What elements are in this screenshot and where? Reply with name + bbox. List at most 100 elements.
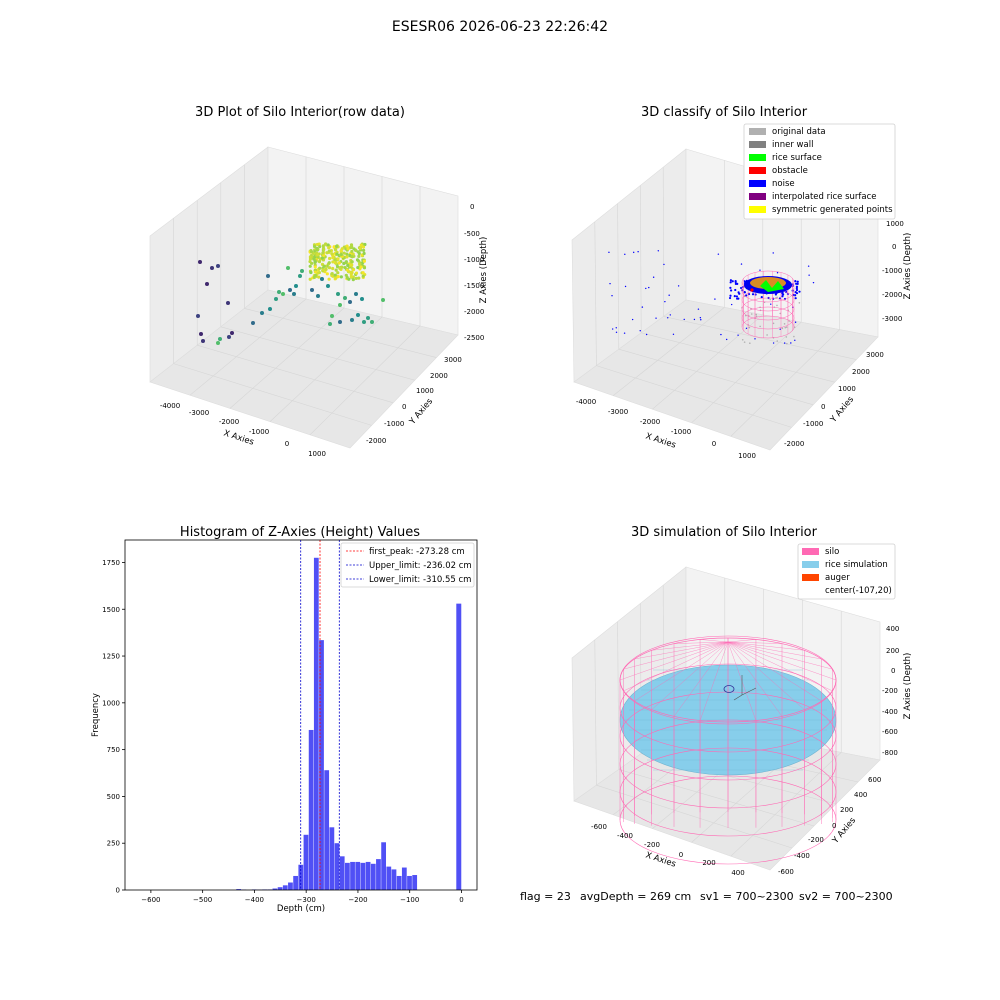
histogram-bar <box>381 842 387 890</box>
y-tick-label: 400 <box>854 791 867 799</box>
raw-point <box>227 335 231 339</box>
noise-point <box>776 272 779 274</box>
raw-point <box>260 311 264 315</box>
x-tick-label: −300 <box>297 896 316 904</box>
raw-point <box>309 270 313 275</box>
noise-point <box>734 280 737 284</box>
z-tick-label: -2000 <box>882 291 902 299</box>
raw-point <box>308 257 313 261</box>
raw-point <box>320 277 324 281</box>
noise-point <box>734 282 737 286</box>
raw-point <box>350 318 354 322</box>
histogram-bar <box>365 861 371 890</box>
raw-point <box>288 288 292 292</box>
z-tick-label: -1000 <box>882 267 902 275</box>
grid-line <box>229 307 345 409</box>
y-tick-label: 2000 <box>430 372 448 380</box>
grid-line <box>173 363 372 426</box>
histogram-bar <box>396 875 402 890</box>
legend-swatch-noise <box>749 180 766 187</box>
histogram-bar <box>386 866 392 890</box>
grid-line <box>309 325 421 436</box>
simulation-z-ticks: 400 200 0 -200 -400 -600 -800 <box>882 625 899 757</box>
raw-points <box>196 242 385 345</box>
legend-swatch-auger <box>802 574 819 581</box>
noise-point <box>609 282 611 285</box>
grid-line <box>220 326 415 381</box>
noise-point <box>611 294 613 297</box>
raw-point <box>358 246 362 250</box>
noise-point <box>663 263 665 266</box>
original-point <box>749 342 751 345</box>
noise-point <box>717 253 720 255</box>
x-tick-label: 400 <box>731 869 744 877</box>
noise-point <box>672 333 675 335</box>
noise-point <box>781 295 784 298</box>
rice-surface-patch <box>760 280 784 292</box>
grid-line <box>691 321 802 424</box>
legend-label: interpolated rice surface <box>772 192 877 202</box>
raw-point <box>336 271 340 275</box>
raw-point <box>316 253 320 257</box>
silo-roof-edge <box>727 639 756 643</box>
legend-label: noise <box>772 179 795 189</box>
silo-roof-edge <box>727 641 783 717</box>
noise-point <box>677 285 680 287</box>
raw-point <box>363 242 367 247</box>
raw-point <box>336 257 340 261</box>
raw-point <box>325 251 329 255</box>
grid-line <box>594 639 597 786</box>
y-tick-label: 3000 <box>444 356 462 364</box>
histogram-bar <box>345 862 350 890</box>
raw-point <box>360 297 364 301</box>
raw-point <box>316 294 320 298</box>
noise-point <box>794 291 797 294</box>
histogram-title: Histogram of Z-Axies (Height) Values <box>180 525 420 540</box>
raw-point <box>315 246 319 250</box>
simulation-y-ticks: -600 -400 -200 0 200 400 600 <box>778 776 881 876</box>
noise-point <box>731 280 734 283</box>
z-tick-label: -2500 <box>464 334 484 342</box>
raw-point <box>350 271 354 275</box>
x-tick-label: -2000 <box>219 418 239 426</box>
original-point <box>798 302 801 304</box>
original-point <box>755 315 758 318</box>
raw-y-ticks: -2000 -1000 0 1000 2000 3000 <box>366 356 462 445</box>
raw-point <box>324 267 328 271</box>
raw-point <box>322 264 326 268</box>
y-tick-label: -1000 <box>803 420 823 428</box>
raw-point <box>199 332 203 336</box>
raw-point <box>354 271 359 275</box>
raw-point <box>336 292 340 296</box>
grid-line <box>617 203 620 350</box>
grid-line <box>596 365 792 428</box>
noise-point <box>760 296 763 299</box>
silo-roof-edge <box>727 641 833 670</box>
noise-point <box>808 274 810 276</box>
noise-point <box>790 342 792 344</box>
raw-point <box>338 320 342 324</box>
y-tick-label: 0 <box>832 822 836 830</box>
raw-point <box>331 266 335 271</box>
noise-point <box>697 308 700 310</box>
figure-title: ESESR06 2026-06-23 22:26:42 <box>392 19 608 35</box>
x-tick-label: -3000 <box>608 408 628 416</box>
noise-point <box>730 289 733 292</box>
raw-y-axis-label: Y Axies <box>407 396 435 427</box>
z-tick-label: -1500 <box>464 282 484 290</box>
original-point <box>785 336 788 338</box>
raw-point <box>345 244 349 248</box>
silo-roof-edge <box>623 641 729 692</box>
grid-line <box>613 307 725 396</box>
raw-point <box>334 244 339 248</box>
raw-point <box>361 245 366 249</box>
y-tick-label: -600 <box>778 868 794 876</box>
z-tick-label: -500 <box>464 230 480 238</box>
noise-point <box>783 342 786 344</box>
histogram-bar <box>456 603 462 890</box>
raw-point <box>322 247 326 251</box>
x-tick-label: 0 <box>459 896 463 904</box>
raw-point <box>334 261 338 265</box>
raw-point <box>343 265 347 270</box>
original-point <box>750 313 753 315</box>
